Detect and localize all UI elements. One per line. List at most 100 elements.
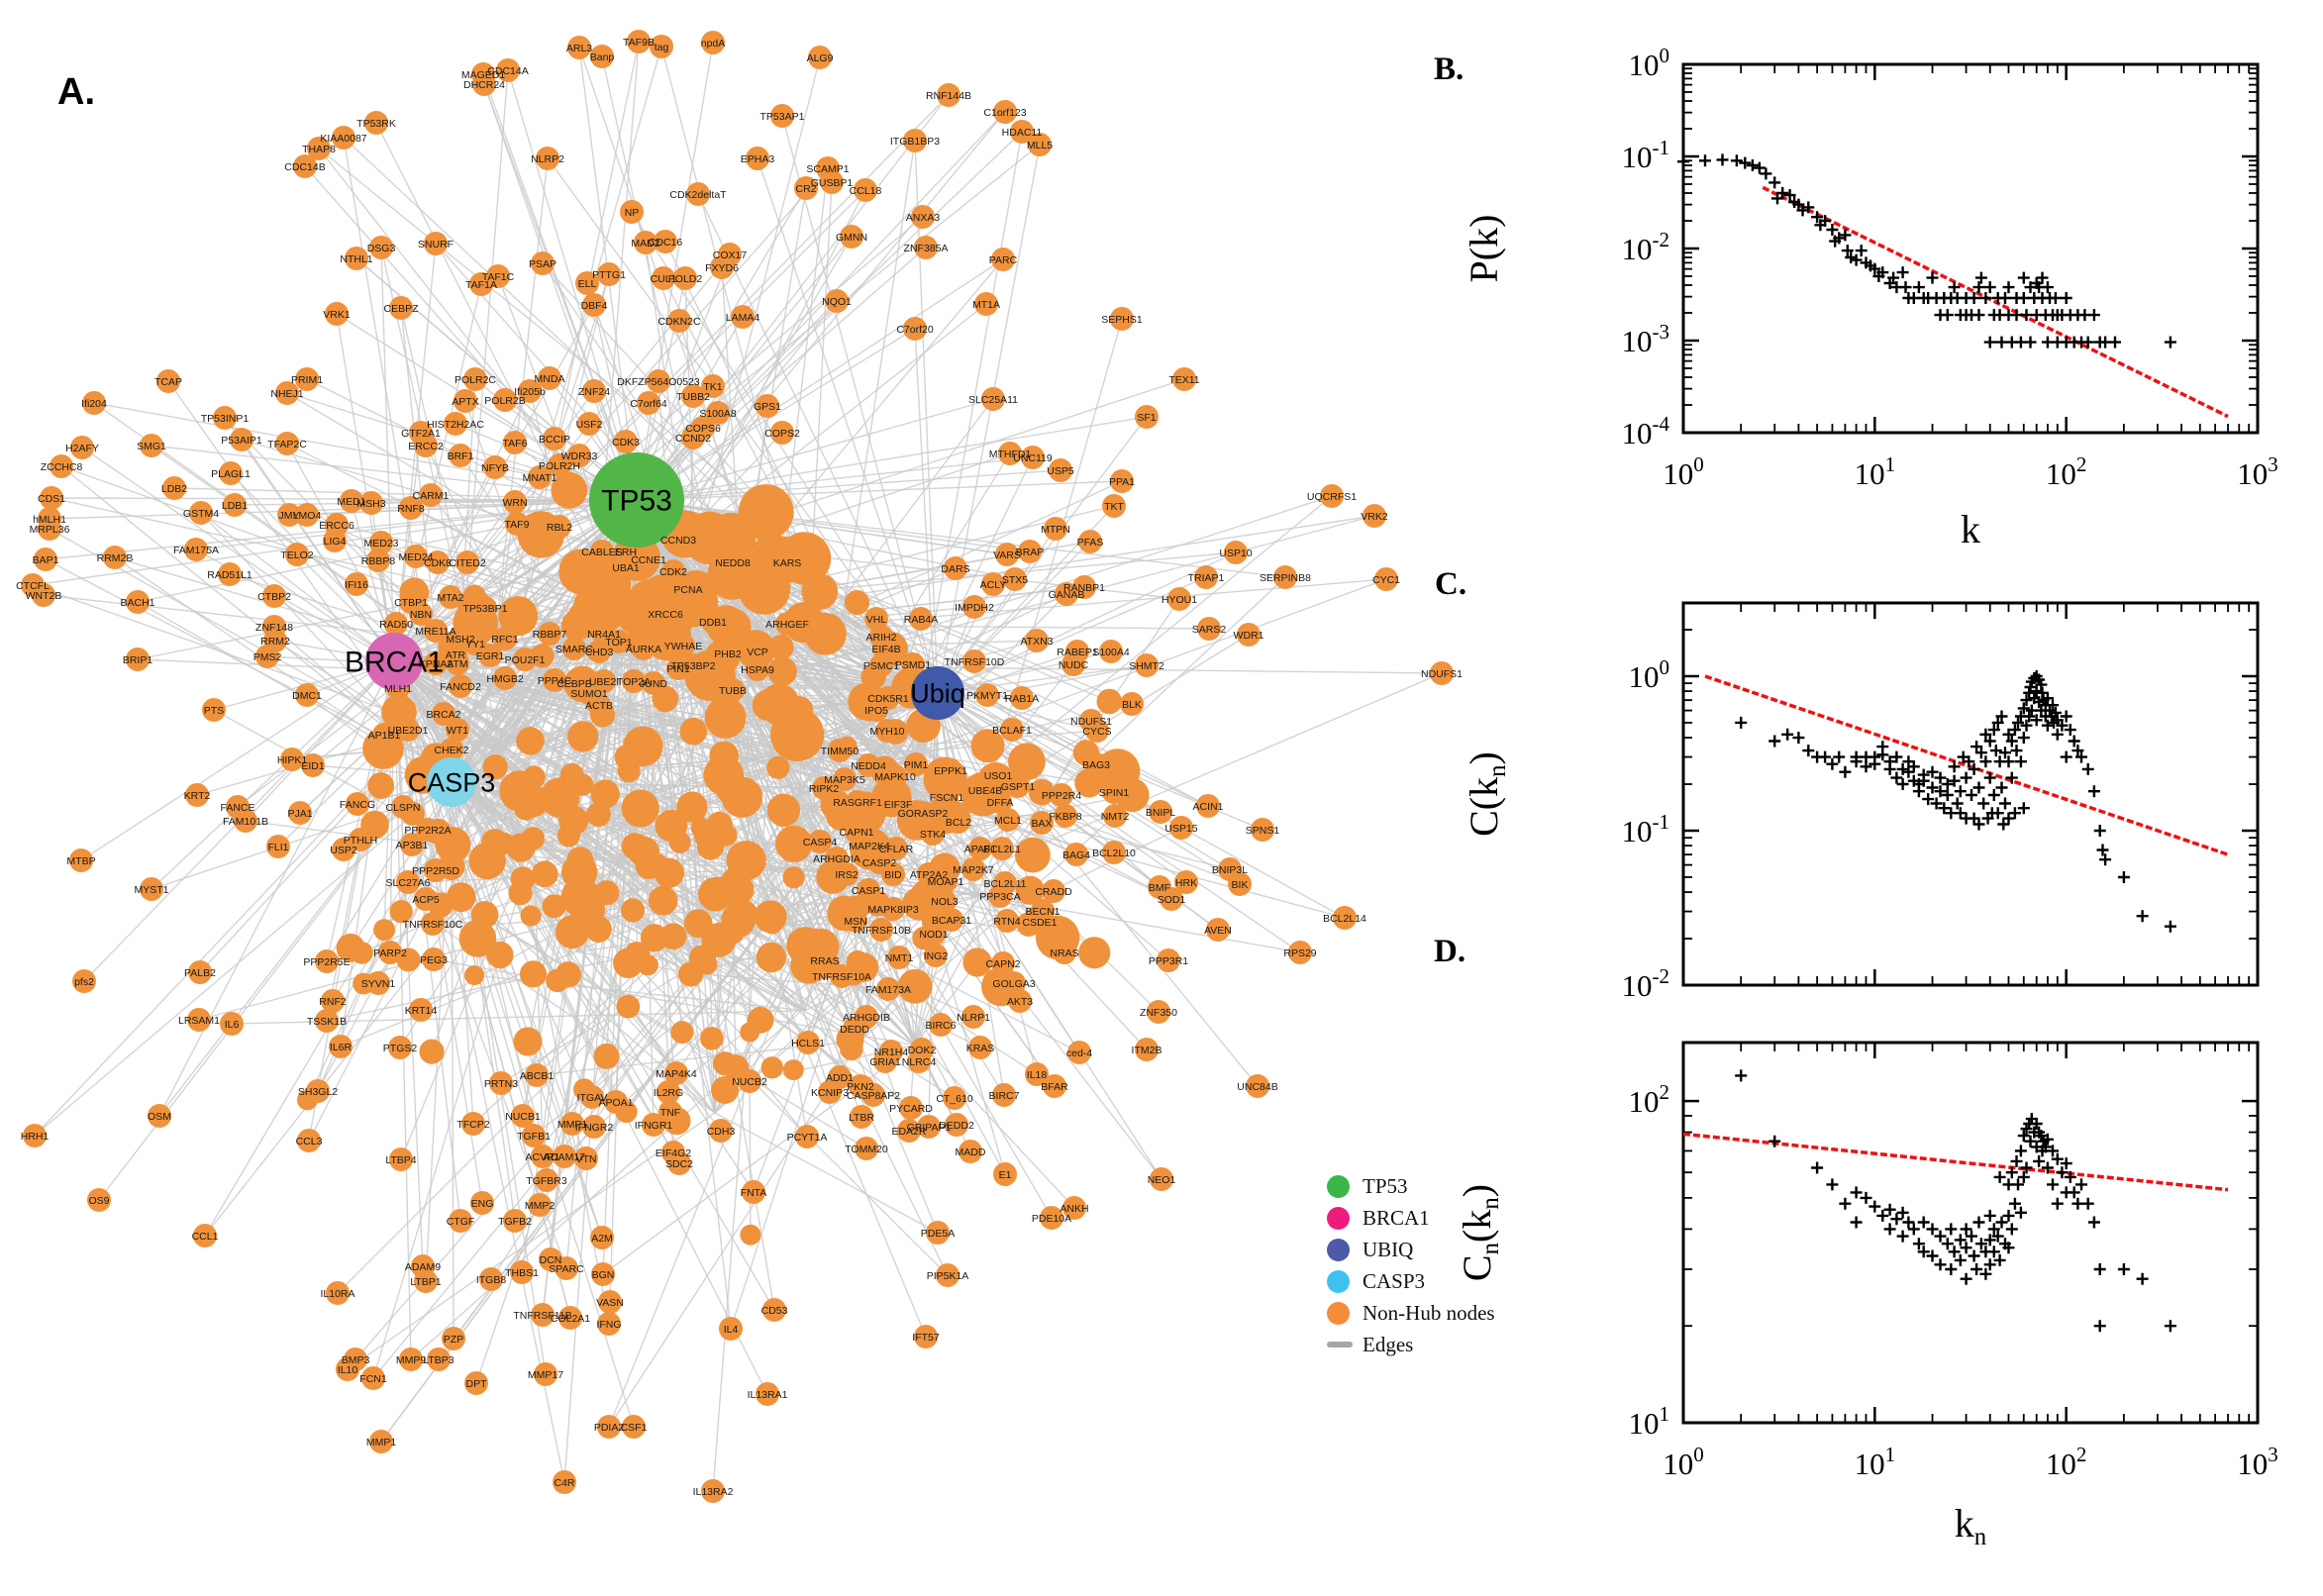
network-node-label: BIRC7 [989,1090,1020,1102]
network-node-label: RANBP1 [1063,582,1105,594]
network-node [366,549,390,572]
scatter-point [1948,760,1961,773]
network-node-label: KPNA2 [419,658,454,670]
network-node-label: IPO5 [864,705,888,717]
network-node-label: ZNF350 [1140,1007,1177,1019]
network-node [884,837,908,860]
scatter-point [1917,774,1930,787]
network-node [1110,307,1134,331]
network-node [1028,133,1052,156]
scatter-point [1979,728,1992,741]
network-node [543,668,566,692]
network-node [202,698,226,722]
network-node [592,622,616,646]
network-node [656,861,681,886]
network-node [901,652,925,676]
network-node [580,1085,604,1109]
network-node-label: S100A4 [1092,647,1130,658]
network-node [483,455,507,479]
network-node-label: DDB1 [699,617,727,629]
scatter-point [2023,710,2036,723]
network-node-label: CUL1 [651,273,677,285]
network-node-label: MAP2K4 [849,841,890,852]
network-node [1224,541,1248,564]
scatter-point [1917,1246,1930,1258]
network-node-label: SLC27A6 [386,877,431,889]
network-node [746,147,769,170]
network-node [654,230,677,253]
network-edge [151,660,395,890]
network-node [696,953,718,975]
scatter-point [1850,1216,1863,1229]
network-node [993,1162,1017,1186]
panel-b-label: B. [1434,51,1464,87]
network-node [1135,653,1159,677]
network-node [1320,484,1344,508]
network-node [70,436,94,459]
network-node-label: PJA1 [287,808,312,820]
network-node-label: MTA2 [437,592,463,604]
network-node-label: TP53RK [356,118,396,130]
scatter-point [2071,1197,2084,1210]
network-node-label: C1orf123 [983,107,1026,119]
network-node [840,225,863,249]
network-node-label: IFI16 [345,579,368,591]
legend-label: CASP3 [1363,1268,1426,1293]
network-node [825,289,849,313]
scatter-point [1987,789,2000,801]
network-edge [937,551,1237,694]
network-node [373,919,396,942]
network-node [812,776,836,800]
network-node-label: CSF1 [621,1422,648,1434]
network-node-label: S100A8 [699,408,737,420]
network-node-label: VRK2 [1361,511,1388,523]
network-node [525,1063,549,1087]
network-node [854,178,877,202]
network-node [962,649,986,673]
network-node [679,717,708,746]
plot-B-ytick-label: 10-1 [1622,136,1670,174]
scatter-point [1972,1216,1985,1229]
scatter-point [1989,745,2002,757]
network-node [808,46,832,69]
network-node [558,1306,582,1330]
scatter-point [1902,1216,1915,1229]
network-node-label: ZCCHC8 [41,461,83,473]
network-node-label: KCNIP3 [811,1087,849,1099]
network-node-label: FAM101B [223,816,268,828]
network-node-label: Ifi204 [81,398,107,410]
scatter-point [2056,719,2069,732]
network-node-label: POLR2H [539,460,580,472]
scatter-point [1890,1213,1903,1226]
network-node-label: CDK2deltaT [669,189,727,201]
network-node [34,548,57,571]
scatter-point [2087,1216,2100,1229]
network-node-label: ATP2A2 [910,869,948,881]
network-node [933,889,957,913]
plot-D-frame [1681,1041,2260,1425]
network-node-label: PLAGL1 [211,468,251,480]
scatter-point [1730,154,1743,167]
network-node [840,1037,863,1061]
network-edge [696,953,861,1042]
scatter-point [2093,825,2106,837]
network-node-label: LRSAM1 [178,1015,220,1027]
network-node [616,994,641,1019]
scatter-point [1983,771,1996,784]
network-node [266,835,290,858]
network-node-label: BECN1 [1025,906,1060,918]
network-node [614,430,638,453]
network-node [326,1281,350,1305]
network-node [220,1012,244,1036]
network-node [1251,818,1274,842]
network-node-label: C4R [554,1477,574,1489]
network-node-label: TNFRSF10D [945,656,1005,668]
network-node [794,176,818,200]
network-node-label: BFAR [1041,1081,1068,1093]
network-node [864,607,888,631]
network-node-label: UNC119 [1013,452,1053,464]
scatter-point [2017,732,2030,745]
plot-B-xtick-label: 100 [1663,452,1704,491]
network-node [369,531,393,554]
